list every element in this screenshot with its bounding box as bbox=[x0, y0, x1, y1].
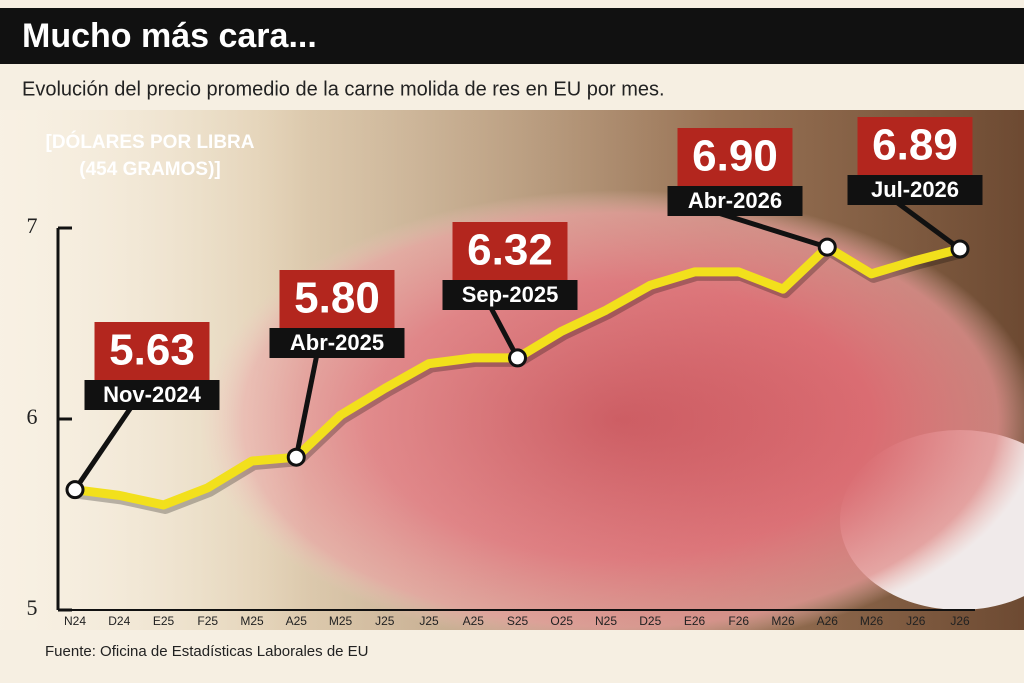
callout-value-box bbox=[94, 322, 210, 380]
y-tick-label: 5 bbox=[27, 595, 38, 620]
callout-date-box bbox=[667, 186, 803, 216]
callout-pointer bbox=[893, 198, 962, 252]
point-marker bbox=[65, 480, 85, 500]
x-tick-label: J26 bbox=[906, 614, 926, 628]
y-axis-label: [DÓLARES POR LIBRA bbox=[46, 131, 255, 153]
x-tick-label: A25 bbox=[463, 614, 485, 628]
x-tick-label: E26 bbox=[684, 614, 706, 628]
callout-value-box bbox=[857, 117, 973, 175]
callout-pointer bbox=[487, 304, 520, 360]
callout-value-box bbox=[452, 222, 568, 280]
x-tick-label: J26 bbox=[950, 614, 970, 628]
data-label: 6.89 bbox=[872, 121, 958, 170]
chart-subtitle: Evolución del precio promedio de la carn… bbox=[22, 78, 665, 100]
x-tick-label: M26 bbox=[771, 614, 795, 628]
x-tick-label: M26 bbox=[860, 614, 884, 628]
date-label: Abr-2026 bbox=[688, 188, 782, 213]
x-tick-label: F25 bbox=[197, 614, 218, 628]
callout-date-box bbox=[269, 328, 405, 358]
point-marker bbox=[508, 348, 527, 368]
date-label: Abr-2025 bbox=[290, 330, 384, 355]
callout-pointer bbox=[714, 209, 828, 250]
data-label: 6.32 bbox=[467, 226, 553, 275]
x-tick-label: A26 bbox=[817, 614, 839, 628]
x-tick-label: A25 bbox=[286, 614, 308, 628]
callout-date-box bbox=[442, 280, 578, 310]
y-axis-label: (454 GRAMOS)] bbox=[79, 159, 220, 180]
x-tick-label: J25 bbox=[375, 614, 395, 628]
source: Fuente: Oficina de Estadísticas Laborale… bbox=[45, 643, 369, 660]
point-marker bbox=[950, 239, 970, 259]
data-label: 5.80 bbox=[294, 274, 380, 323]
title-bar bbox=[0, 8, 1024, 64]
y-tick-label: 6 bbox=[27, 404, 38, 429]
callout-pointer bbox=[72, 404, 135, 492]
point-marker bbox=[286, 447, 306, 467]
callout-pointer bbox=[293, 353, 320, 458]
callout-date-box bbox=[84, 380, 220, 410]
date-label: Jul-2026 bbox=[871, 177, 959, 202]
point-marker bbox=[817, 237, 837, 257]
x-tick-label: S25 bbox=[507, 614, 529, 628]
chart-title: Mucho más cara... bbox=[22, 17, 317, 55]
x-tick-label: O25 bbox=[550, 614, 573, 628]
x-tick-label: D24 bbox=[108, 614, 130, 628]
y-tick-label: 7 bbox=[27, 213, 38, 238]
x-tick-label: D25 bbox=[639, 614, 661, 628]
callout-value-box bbox=[677, 128, 793, 186]
x-tick-label: E25 bbox=[153, 614, 175, 628]
x-tick-label: M25 bbox=[329, 614, 353, 628]
x-tick-label: N25 bbox=[595, 614, 617, 628]
footer-band bbox=[0, 630, 1024, 683]
callout-date-box bbox=[847, 175, 983, 205]
x-tick-label: M25 bbox=[240, 614, 264, 628]
x-tick-label: J25 bbox=[419, 614, 439, 628]
x-tick-label: N24 bbox=[64, 614, 86, 628]
data-label: 6.90 bbox=[692, 132, 778, 181]
callout-value-box bbox=[279, 270, 395, 328]
date-label: Nov-2024 bbox=[103, 382, 202, 407]
date-label: Sep-2025 bbox=[462, 282, 559, 307]
x-tick-label: F26 bbox=[728, 614, 749, 628]
data-label: 5.63 bbox=[109, 326, 195, 375]
